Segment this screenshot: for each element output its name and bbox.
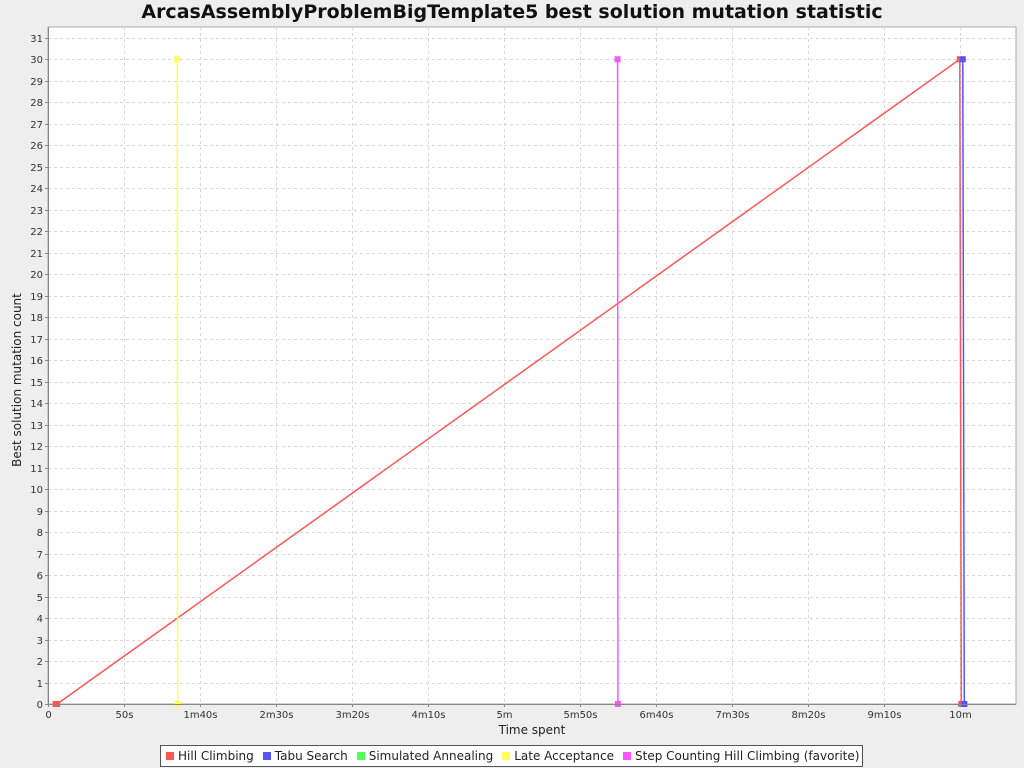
y-tick-label: 10 bbox=[30, 485, 43, 496]
data-point bbox=[614, 56, 621, 63]
series-line bbox=[962, 59, 966, 705]
x-tick-label: 7m30s bbox=[715, 710, 749, 721]
y-tick-label: 26 bbox=[30, 141, 43, 152]
legend-label: Hill Climbing bbox=[178, 749, 254, 763]
legend-label: Simulated Annealing bbox=[368, 749, 494, 763]
data-point bbox=[174, 56, 181, 63]
y-tick-label: 1 bbox=[37, 679, 43, 690]
x-tick-label: 5m50s bbox=[563, 710, 597, 721]
legend: Hill Climbing Tabu Search Simulated Anneal… bbox=[160, 745, 864, 767]
y-tick-label: 20 bbox=[30, 270, 43, 281]
legend-item: Step Counting Hill Climbing (favorite) bbox=[620, 749, 859, 763]
grid-x bbox=[48, 27, 961, 704]
y-tick-label: 21 bbox=[30, 249, 43, 260]
x-tick-label: 6m40s bbox=[639, 710, 673, 721]
legend-label: Late Acceptance bbox=[514, 749, 614, 763]
legend-swatch bbox=[356, 752, 365, 760]
y-tick-label: 12 bbox=[30, 442, 43, 453]
grid-y bbox=[48, 38, 1016, 705]
legend-swatch bbox=[502, 752, 511, 760]
x-tick-label: 9m10s bbox=[867, 710, 901, 721]
data-point bbox=[959, 56, 966, 63]
y-tick-label: 5 bbox=[37, 593, 43, 604]
y-tick-label: 11 bbox=[30, 464, 43, 475]
data-point bbox=[956, 56, 963, 63]
x-tick-label: 8m20s bbox=[791, 710, 825, 721]
y-tick-label: 16 bbox=[30, 356, 43, 367]
y-tick-label: 23 bbox=[30, 206, 43, 217]
legend-label: Step Counting Hill Climbing (favorite) bbox=[635, 749, 860, 763]
y-axis-label: Best solution mutation count bbox=[10, 293, 24, 467]
y-tick-label: 28 bbox=[30, 98, 43, 109]
x-tick-label: 50s bbox=[116, 710, 134, 721]
legend-item: Tabu Search bbox=[260, 749, 348, 763]
x-tick-label: 3m20s bbox=[335, 710, 369, 721]
legend-swatch bbox=[166, 752, 174, 760]
y-tick-label: 29 bbox=[30, 77, 43, 88]
y-tick-label: 31 bbox=[30, 34, 43, 45]
legend-item: Simulated Annealing bbox=[354, 749, 494, 763]
x-axis-label: Time spent bbox=[498, 723, 566, 737]
y-tick-label: 7 bbox=[37, 550, 43, 561]
y-tick-label: 17 bbox=[30, 335, 43, 346]
legend-item: Late Acceptance bbox=[499, 749, 614, 763]
x-tick-label: 2m30s bbox=[259, 710, 293, 721]
y-tick-label: 4 bbox=[37, 614, 43, 625]
y-ticks: 0123456789101112131415161718192021222324… bbox=[30, 34, 48, 711]
y-tick-label: 3 bbox=[37, 636, 43, 647]
y-tick-label: 22 bbox=[30, 227, 43, 238]
chart-title: ArcasAssemblyProblemBigTemplate5 best so… bbox=[141, 1, 883, 23]
y-tick-label: 13 bbox=[30, 421, 43, 432]
y-tick-label: 27 bbox=[30, 120, 43, 131]
x-tick-label: 1m40s bbox=[183, 710, 217, 721]
y-tick-label: 9 bbox=[37, 507, 43, 518]
y-tick-label: 8 bbox=[37, 528, 43, 539]
y-tick-label: 18 bbox=[30, 313, 43, 324]
y-tick-label: 30 bbox=[30, 55, 43, 66]
y-tick-label: 25 bbox=[30, 163, 43, 174]
y-tick-label: 0 bbox=[37, 700, 43, 711]
legend-item: Hill Climbing bbox=[163, 749, 254, 763]
y-tick-label: 15 bbox=[30, 378, 43, 389]
x-tick-label: 5m bbox=[496, 710, 512, 721]
y-tick-label: 24 bbox=[30, 184, 43, 195]
y-tick-label: 14 bbox=[30, 399, 43, 410]
y-tick-label: 19 bbox=[30, 292, 43, 303]
legend-swatch bbox=[262, 752, 271, 760]
x-tick-label: 10m bbox=[949, 710, 971, 721]
legend-label: Tabu Search bbox=[274, 749, 348, 763]
y-tick-label: 2 bbox=[37, 657, 43, 668]
x-ticks: 0 50s 1m40s 2m30s 3m20s 4m10s 5m 5m50s 6m40s 7m30… bbox=[45, 704, 972, 721]
legend-swatch bbox=[623, 752, 631, 760]
y-tick-label: 6 bbox=[37, 571, 43, 582]
x-tick-label: 4m10s bbox=[411, 710, 445, 721]
x-tick-label: 0 bbox=[45, 710, 51, 721]
